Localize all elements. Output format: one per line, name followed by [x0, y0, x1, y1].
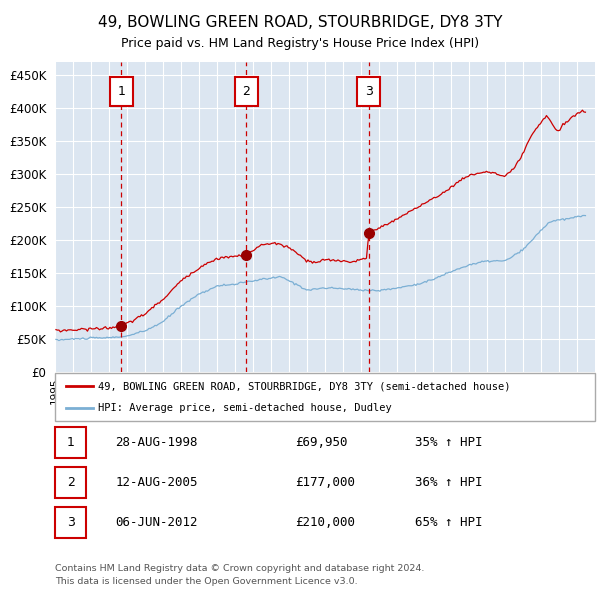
Text: HPI: Average price, semi-detached house, Dudley: HPI: Average price, semi-detached house,…	[98, 403, 392, 413]
Text: 49, BOWLING GREEN ROAD, STOURBRIDGE, DY8 3TY: 49, BOWLING GREEN ROAD, STOURBRIDGE, DY8…	[98, 15, 502, 30]
Text: 28-AUG-1998: 28-AUG-1998	[115, 436, 198, 449]
Text: 3: 3	[365, 85, 373, 98]
Text: £69,950: £69,950	[295, 436, 348, 449]
Text: £210,000: £210,000	[295, 516, 355, 529]
Text: 1: 1	[67, 436, 75, 449]
Text: 35% ↑ HPI: 35% ↑ HPI	[415, 436, 482, 449]
Text: 06-JUN-2012: 06-JUN-2012	[115, 516, 198, 529]
Text: 3: 3	[67, 516, 75, 529]
Text: £177,000: £177,000	[295, 476, 355, 489]
Text: Price paid vs. HM Land Registry's House Price Index (HPI): Price paid vs. HM Land Registry's House …	[121, 37, 479, 50]
Text: 49, BOWLING GREEN ROAD, STOURBRIDGE, DY8 3TY (semi-detached house): 49, BOWLING GREEN ROAD, STOURBRIDGE, DY8…	[98, 381, 511, 391]
Text: Contains HM Land Registry data © Crown copyright and database right 2024.: Contains HM Land Registry data © Crown c…	[55, 565, 425, 573]
Text: 12-AUG-2005: 12-AUG-2005	[115, 476, 198, 489]
Text: 36% ↑ HPI: 36% ↑ HPI	[415, 476, 482, 489]
Text: 2: 2	[242, 85, 250, 98]
Text: This data is licensed under the Open Government Licence v3.0.: This data is licensed under the Open Gov…	[55, 578, 358, 586]
Text: 65% ↑ HPI: 65% ↑ HPI	[415, 516, 482, 529]
Text: 1: 1	[117, 85, 125, 98]
Text: 2: 2	[67, 476, 75, 489]
